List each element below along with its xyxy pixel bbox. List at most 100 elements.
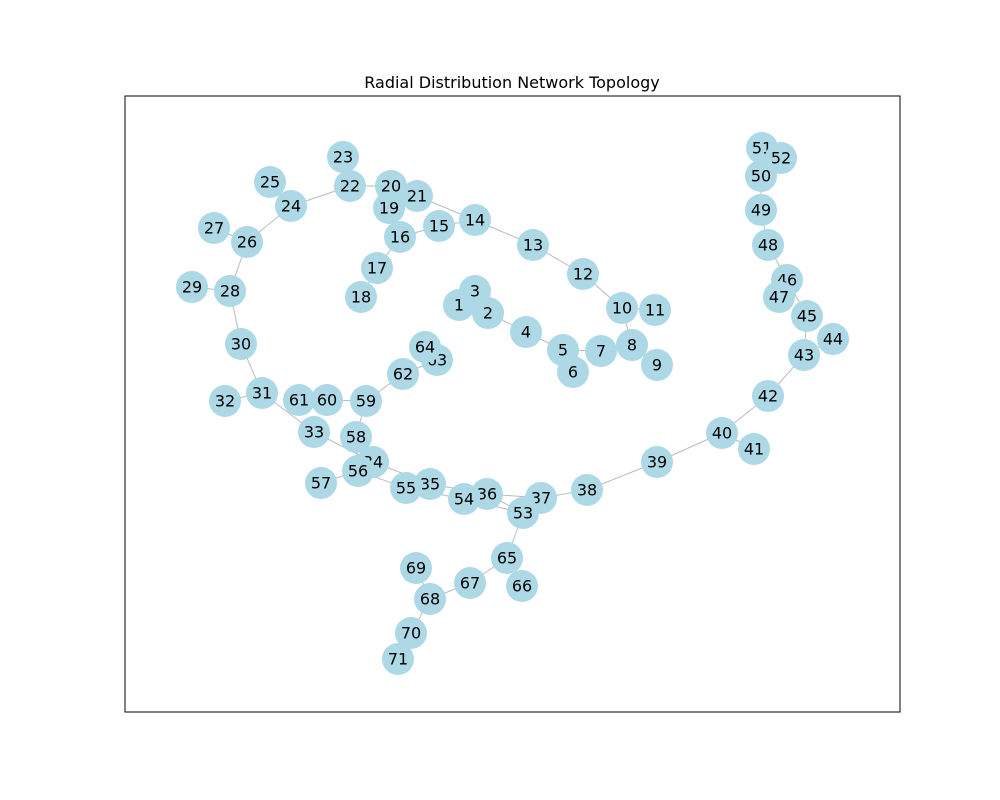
node-40: 40 bbox=[706, 417, 738, 449]
node-58: 58 bbox=[340, 421, 372, 453]
node-label-39: 39 bbox=[647, 453, 667, 472]
node-label-58: 58 bbox=[346, 428, 366, 447]
node-61: 61 bbox=[283, 384, 315, 416]
node-circle-29 bbox=[176, 271, 208, 303]
node-48: 48 bbox=[752, 229, 784, 261]
node-label-68: 68 bbox=[420, 590, 440, 609]
node-circle-8 bbox=[616, 329, 648, 361]
node-label-31: 31 bbox=[252, 384, 272, 403]
node-circle-10 bbox=[606, 292, 638, 324]
node-circle-64 bbox=[409, 331, 441, 363]
node-circle-6 bbox=[557, 356, 589, 388]
node-label-66: 66 bbox=[512, 577, 532, 596]
node-69: 69 bbox=[400, 552, 432, 584]
node-label-5: 5 bbox=[558, 341, 568, 360]
node-circle-11 bbox=[639, 294, 671, 326]
node-57: 57 bbox=[305, 467, 337, 499]
node-53: 53 bbox=[507, 497, 539, 529]
node-label-20: 20 bbox=[381, 177, 401, 196]
node-label-17: 17 bbox=[367, 259, 387, 278]
node-60: 60 bbox=[311, 384, 343, 416]
node-label-26: 26 bbox=[237, 233, 257, 252]
node-44: 44 bbox=[817, 323, 849, 355]
node-label-19: 19 bbox=[379, 199, 399, 218]
node-circle-18 bbox=[345, 281, 377, 313]
node-circle-35 bbox=[414, 468, 446, 500]
node-35: 35 bbox=[414, 468, 446, 500]
node-label-38: 38 bbox=[577, 481, 597, 500]
node-circle-59 bbox=[350, 385, 382, 417]
node-54: 54 bbox=[448, 483, 480, 515]
node-label-9: 9 bbox=[652, 356, 662, 375]
node-label-37: 37 bbox=[531, 489, 551, 508]
node-24: 24 bbox=[275, 190, 307, 222]
node-label-52: 52 bbox=[771, 149, 791, 168]
node-circle-22 bbox=[334, 170, 366, 202]
node-9: 9 bbox=[641, 349, 673, 381]
node-circle-44 bbox=[817, 323, 849, 355]
node-circle-67 bbox=[454, 567, 486, 599]
node-circle-49 bbox=[745, 194, 777, 226]
node-circle-70 bbox=[395, 617, 427, 649]
node-circle-7 bbox=[585, 335, 617, 367]
node-label-21: 21 bbox=[407, 187, 427, 206]
node-label-57: 57 bbox=[311, 474, 331, 493]
node-label-41: 41 bbox=[744, 440, 764, 459]
node-label-24: 24 bbox=[281, 197, 301, 216]
node-label-67: 67 bbox=[460, 574, 480, 593]
node-25: 25 bbox=[254, 166, 286, 198]
node-circle-43 bbox=[788, 339, 820, 371]
node-31: 31 bbox=[246, 377, 278, 409]
node-label-13: 13 bbox=[523, 236, 543, 255]
node-29: 29 bbox=[176, 271, 208, 303]
node-circle-39 bbox=[641, 446, 673, 478]
node-52: 52 bbox=[765, 142, 797, 174]
node-28: 28 bbox=[214, 275, 246, 307]
node-circle-12 bbox=[567, 258, 599, 290]
node-label-61: 61 bbox=[289, 391, 309, 410]
node-circle-23 bbox=[327, 141, 359, 173]
node-circle-15 bbox=[423, 210, 455, 242]
node-circle-4 bbox=[510, 316, 542, 348]
node-label-7: 7 bbox=[596, 342, 606, 361]
node-circle-3 bbox=[459, 275, 491, 307]
node-circle-40 bbox=[706, 417, 738, 449]
node-6: 6 bbox=[557, 356, 589, 388]
node-circle-42 bbox=[752, 380, 784, 412]
node-label-16: 16 bbox=[390, 228, 410, 247]
node-label-12: 12 bbox=[573, 265, 593, 284]
node-label-64: 64 bbox=[415, 338, 435, 357]
node-label-18: 18 bbox=[351, 288, 371, 307]
node-16: 16 bbox=[384, 221, 416, 253]
node-circle-30 bbox=[225, 328, 257, 360]
node-label-70: 70 bbox=[401, 624, 421, 643]
node-label-28: 28 bbox=[220, 282, 240, 301]
node-39: 39 bbox=[641, 446, 673, 478]
node-13: 13 bbox=[517, 229, 549, 261]
node-circle-21 bbox=[401, 180, 433, 212]
node-label-45: 45 bbox=[797, 307, 817, 326]
node-label-42: 42 bbox=[758, 387, 778, 406]
node-circle-9 bbox=[641, 349, 673, 381]
node-12: 12 bbox=[567, 258, 599, 290]
plot-frame bbox=[124, 95, 901, 713]
node-label-22: 22 bbox=[340, 177, 360, 196]
node-label-10: 10 bbox=[612, 299, 632, 318]
node-49: 49 bbox=[745, 194, 777, 226]
node-label-44: 44 bbox=[823, 330, 843, 349]
node-circle-61 bbox=[283, 384, 315, 416]
node-33: 33 bbox=[298, 416, 330, 448]
node-circle-33 bbox=[298, 416, 330, 448]
node-label-6: 6 bbox=[568, 363, 578, 382]
node-label-15: 15 bbox=[429, 217, 449, 236]
node-38: 38 bbox=[571, 474, 603, 506]
node-label-30: 30 bbox=[231, 335, 251, 354]
node-circle-55 bbox=[390, 472, 422, 504]
node-label-48: 48 bbox=[758, 236, 778, 255]
node-label-8: 8 bbox=[627, 336, 637, 355]
node-circle-31 bbox=[246, 377, 278, 409]
node-66: 66 bbox=[506, 570, 538, 602]
node-circle-58 bbox=[340, 421, 372, 453]
